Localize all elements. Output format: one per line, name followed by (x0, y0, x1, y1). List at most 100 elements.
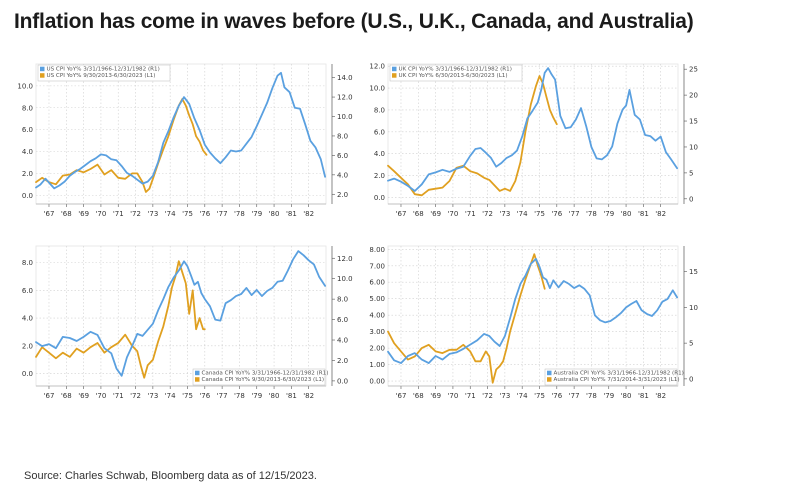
right-tick-label: 12.0 (337, 255, 353, 263)
x-tick-label: '82 (655, 392, 666, 400)
orange-series-line (35, 260, 206, 379)
right-tick-label: 4.0 (337, 337, 348, 345)
x-tick-label: '68 (413, 210, 424, 218)
right-tick-label: 8.0 (337, 132, 348, 140)
legend-swatch (392, 66, 397, 72)
x-tick-label: '81 (638, 392, 649, 400)
x-tick-label: '78 (234, 392, 245, 400)
left-tick-label: 2.00 (369, 345, 385, 353)
x-tick-label: '67 (44, 392, 55, 400)
orange-series-line (387, 75, 558, 197)
x-tick-label: '68 (61, 210, 72, 218)
chart-grid: '67 '68 '69 '70 '71 '72 '73 '74 '75 '76 '77 '78 '79 '… (14, 56, 704, 416)
legend: Canada CPI YoY% 3/31/1966-12/31/1982 (R1… (192, 368, 328, 386)
right-tick-label: 0 (689, 375, 693, 383)
left-tick-label: 6.0 (22, 287, 33, 295)
x-tick-label: '74 (165, 210, 176, 218)
right-tick-label: 14.0 (337, 74, 353, 82)
blue-series-line (35, 71, 327, 190)
x-tick-label: '69 (78, 392, 89, 400)
legend-label: US CPI YoY% 9/30/2013-6/30/2023 (L1) (47, 73, 156, 79)
x-tick-label: '77 (217, 392, 228, 400)
x-tick-label: '78 (586, 210, 597, 218)
x-tick-label: '76 (551, 392, 562, 400)
x-tick-label: '81 (286, 210, 297, 218)
legend-swatch (195, 377, 200, 382)
left-tick-label: 2.0 (22, 170, 33, 178)
right-tick-label: 4.0 (337, 171, 348, 179)
legend-box (192, 368, 326, 386)
x-tick-label: '71 (113, 392, 124, 400)
legend-label: Canada CPI YoY% 9/30/2013-6/30/2023 (L1) (202, 377, 325, 383)
x-tick-label: '82 (303, 210, 314, 218)
x-tick-label: '79 (603, 392, 614, 400)
x-tick-label: '71 (465, 392, 476, 400)
right-tick-label: 5 (689, 169, 693, 177)
legend-swatch (40, 73, 45, 78)
right-tick-label: 0.0 (337, 377, 348, 385)
legend-box (389, 64, 523, 82)
source-note: Source: Charles Schwab, Bloomberg data a… (24, 470, 317, 482)
x-tick-label: '75 (534, 392, 545, 400)
left-tick-label: 8.0 (374, 106, 385, 114)
plot-frame (387, 245, 679, 387)
right-tick-label: 2.0 (337, 357, 348, 365)
x-tick-label: '75 (182, 392, 193, 400)
left-tick-label: 4.0 (374, 150, 385, 158)
x-tick-label: '73 (499, 392, 510, 400)
left-tick-label: 2.0 (22, 342, 33, 350)
x-tick-label: '72 (130, 210, 141, 218)
x-tick-label: '67 (44, 210, 55, 218)
left-tick-label: 8.0 (22, 104, 33, 112)
x-tick-label: '75 (534, 210, 545, 218)
x-tick-label: '79 (251, 210, 262, 218)
orange-series-line (387, 253, 546, 384)
x-tick-label: '80 (621, 392, 632, 400)
canada-cpi-chart: '67 '68 '69 '70 '71 '72 '73 '74 '75 '76 '77 '78 '79 '… (22, 245, 353, 400)
x-tick-label: '68 (413, 392, 424, 400)
x-tick-label: '74 (517, 210, 528, 218)
legend: Australia CPI YoY% 3/31/1966-12/31/1982 … (544, 368, 684, 386)
left-tick-label: 10.0 (369, 85, 385, 93)
x-tick-label: '72 (130, 392, 141, 400)
x-tick-label: '69 (78, 210, 89, 218)
x-tick-label: '80 (269, 392, 280, 400)
page-title: Inflation has come in waves before (U.S.… (14, 10, 694, 33)
legend: UK CPI YoY% 3/31/1966-12/31/1982 (R1)UK … (389, 64, 523, 82)
x-tick-label: '67 (396, 392, 407, 400)
x-tick-label: '80 (621, 210, 632, 218)
left-tick-label: 5.00 (369, 295, 385, 303)
x-tick-label: '72 (482, 210, 493, 218)
x-tick-label: '82 (655, 210, 666, 218)
x-tick-label: '74 (517, 392, 528, 400)
legend-swatch (195, 370, 200, 376)
left-tick-label: 8.00 (369, 246, 385, 254)
left-tick-label: 4.0 (22, 315, 33, 323)
x-tick-label: '80 (269, 210, 280, 218)
plot-frame (35, 63, 327, 205)
x-tick-label: '76 (551, 210, 562, 218)
australia-chart-panel: '67 '68 '69 '70 '71 '72 '73 '74 '75 '76 '77 '78 '79 '… (366, 238, 709, 416)
x-tick-label: '76 (199, 210, 210, 218)
x-tick-label: '73 (147, 210, 158, 218)
x-tick-label: '68 (61, 392, 72, 400)
left-tick-label: 3.00 (369, 328, 385, 336)
right-tick-label: 10 (689, 304, 698, 312)
x-tick-label: '74 (165, 392, 176, 400)
x-tick-label: '72 (482, 392, 493, 400)
left-tick-label: 10.0 (17, 82, 33, 90)
left-tick-label: 0.0 (374, 194, 385, 202)
legend: US CPI YoY% 3/31/1966-12/31/1982 (R1)US … (37, 64, 171, 82)
right-tick-label: 10 (689, 143, 698, 151)
blue-series-line (387, 67, 679, 192)
legend-label: UK CPI YoY% 6/30/2013-6/30/2023 (L1) (399, 73, 508, 79)
right-tick-label: 25 (689, 66, 698, 74)
right-tick-label: 15 (689, 268, 698, 276)
right-tick-label: 2.0 (337, 191, 348, 199)
right-tick-label: 6.0 (337, 316, 348, 324)
right-tick-label: 12.0 (337, 94, 353, 102)
right-tick-label: 10.0 (337, 275, 353, 283)
left-tick-label: 0.0 (22, 370, 33, 378)
orange-series-line (35, 98, 208, 193)
legend-swatch (392, 73, 397, 78)
